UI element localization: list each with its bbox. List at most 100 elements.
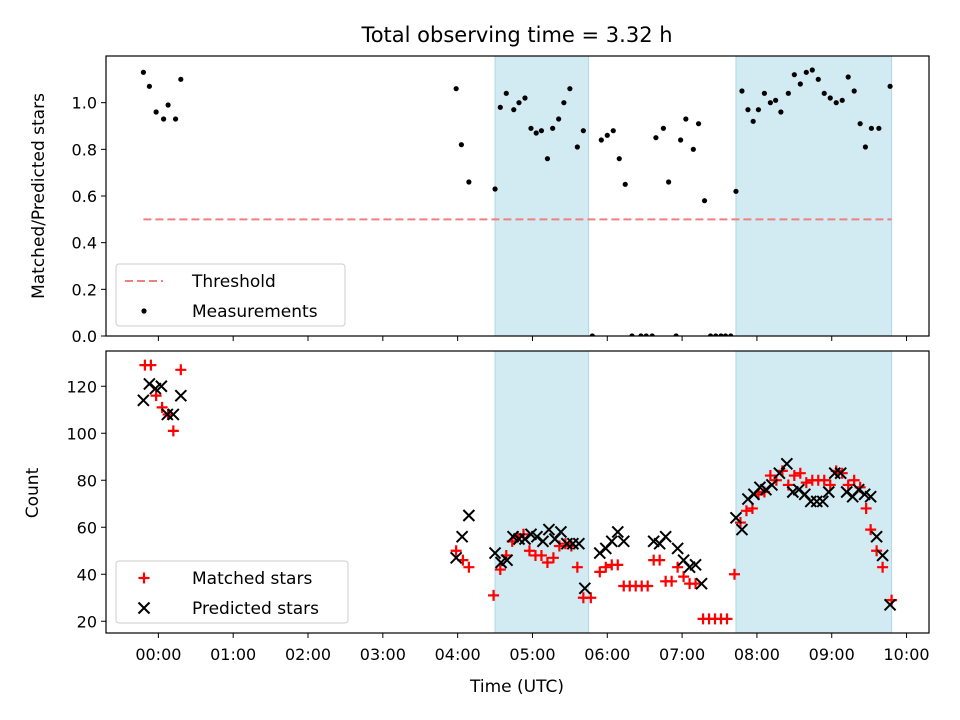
data-point [497, 104, 503, 110]
predicted-star-marker [167, 408, 180, 421]
matched-star-marker [488, 589, 500, 601]
legend-2: Matched stars Predicted stars [115, 560, 349, 624]
matched-star-marker [594, 566, 606, 578]
y-tick-label: 80 [77, 471, 97, 490]
data-point [739, 88, 745, 94]
matched-star-marker [721, 613, 733, 625]
predicted-star-marker [689, 558, 702, 572]
data-point [876, 125, 882, 131]
data-point [701, 198, 708, 204]
legend-label: Threshold [191, 272, 276, 292]
bottom-y-axis-label: Count [23, 467, 43, 518]
predicted-star-marker [554, 525, 568, 539]
predicted-star-marker [488, 546, 502, 560]
matched-star-marker [535, 549, 547, 561]
data-point [718, 333, 724, 336]
data-point [713, 333, 719, 336]
matched-star-marker [167, 425, 179, 437]
legend-label: Matched stars [192, 569, 312, 589]
y-tick-label: 100 [66, 424, 97, 443]
predicted-star-marker [765, 478, 779, 492]
matched-star-marker [654, 554, 666, 566]
top-panel: 0.0 0.2 0.4 0.6 0.8 1.0 Threshold Measurements [72, 55, 930, 346]
data-point [511, 107, 517, 113]
predicted-star-marker [773, 466, 786, 480]
legend-label: Predicted stars [192, 599, 319, 619]
matched-star-marker [865, 524, 877, 536]
matched-star-marker [824, 479, 836, 491]
predicted-star-marker [695, 577, 708, 590]
data-point [544, 156, 551, 162]
data-point [778, 109, 784, 115]
data-point [851, 88, 857, 94]
matched-star-marker [463, 561, 475, 573]
predicted-star-marker [137, 394, 150, 407]
predicted-star-marker [816, 495, 829, 508]
matched-star-marker [842, 479, 854, 491]
predicted-star-marker [729, 511, 743, 525]
data-point [556, 116, 562, 122]
data-point [538, 128, 545, 134]
predicted-star-marker [883, 598, 897, 612]
x-tick-label: 02:00 [285, 645, 331, 664]
x-axis-label: Time (UTC) [469, 677, 564, 697]
y-tick-label: 120 [66, 377, 97, 396]
legend-box [115, 560, 349, 624]
y-tick-label: 0.2 [72, 280, 97, 299]
predicted-star-marker [780, 457, 794, 471]
matched-star-marker [571, 561, 583, 573]
shaded-interval-1 [494, 55, 590, 337]
matched-star-marker [600, 561, 612, 573]
predicted-star-marker [864, 490, 877, 503]
predicted-star-marker [671, 542, 684, 555]
data-point [707, 333, 714, 336]
data-point [528, 125, 534, 131]
matched-star-marker [642, 580, 654, 592]
data-point [750, 118, 756, 124]
predicted-star-marker [542, 523, 556, 536]
data-point [458, 142, 464, 148]
matched-star-marker [666, 575, 678, 587]
data-point [767, 100, 773, 106]
matched-star-marker [877, 561, 889, 573]
matched-star-marker [764, 470, 776, 482]
matched-star-marker [547, 552, 559, 564]
x-tick-label: 03:00 [360, 645, 406, 664]
y-tick-label: 20 [77, 612, 97, 631]
x-tick-label: 00:00 [135, 645, 181, 664]
legend-plus-swatch [138, 572, 150, 584]
data-point [755, 107, 762, 113]
legend-x-swatch [137, 601, 151, 615]
matched-star-marker [836, 467, 848, 479]
predicted-star-marker [876, 549, 889, 562]
data-point [773, 97, 779, 103]
x-tick-label: 06:00 [584, 645, 630, 664]
data-point [550, 125, 556, 131]
predicted-star-marker [500, 553, 514, 567]
matched-star-marker [450, 545, 462, 557]
shaded-interval-1 [494, 350, 590, 634]
x-tick-label: 01:00 [210, 645, 256, 664]
legend-dot-swatch [141, 308, 147, 314]
data-point [561, 100, 567, 106]
data-point [503, 90, 509, 96]
matched-star-marker [678, 571, 690, 583]
predicted-star-marker [578, 582, 592, 595]
y-tick-label: 60 [77, 518, 97, 537]
x-tick-label: 04:00 [435, 645, 481, 664]
data-point [733, 188, 739, 194]
data-point [678, 137, 684, 143]
data-point [868, 125, 874, 131]
matched-star-marker [860, 502, 872, 514]
x-tick-label: 05:00 [509, 645, 555, 664]
y-tick-label: 1.0 [72, 94, 97, 113]
data-point [598, 137, 604, 143]
data-point [673, 333, 679, 336]
data-point [695, 121, 702, 127]
legend-1: Threshold Measurements [115, 263, 346, 327]
data-point [622, 181, 628, 187]
data-point [857, 121, 863, 127]
predicted-star-marker [822, 485, 835, 499]
data-point [165, 102, 171, 108]
predicted-star-marker [462, 509, 476, 522]
